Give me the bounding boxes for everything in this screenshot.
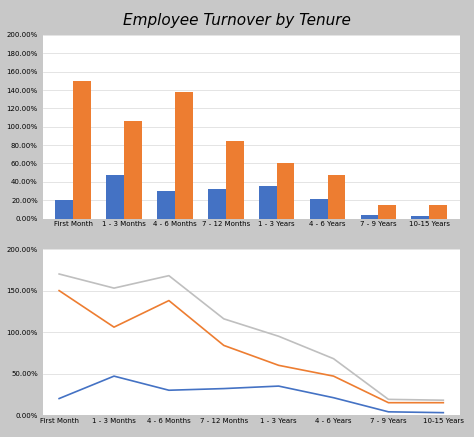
Bar [361,215,378,218]
Turnover % [440,398,446,403]
Involuntary Turnover % [440,410,446,415]
Involuntary Turnover % [276,384,282,389]
Turnover % [276,334,282,339]
Bar [378,205,396,218]
Bar [259,186,277,218]
Line: Turnover %: Turnover % [59,274,443,400]
Voluntary Turnover % [331,374,337,379]
Turnover % [111,285,117,291]
Voluntary Turnover % [56,288,62,293]
Involuntary Turnover % [56,396,62,401]
Legend: Involuntary Turnover %, Voluntary Turnover %: Involuntary Turnover %, Voluntary Turnov… [153,251,350,263]
Bar [429,205,447,218]
Turnover % [166,273,172,278]
Involuntary Turnover % [221,386,227,391]
Bar [277,163,294,218]
Bar [157,191,175,218]
Bar [226,142,244,218]
Line: Involuntary Turnover %: Involuntary Turnover % [59,376,443,413]
Bar [124,121,142,218]
Involuntary Turnover % [111,374,117,379]
Turnover % [221,316,227,322]
Text: Employee Turnover by Tenure: Employee Turnover by Tenure [123,13,351,28]
Bar [106,175,124,218]
Bar [310,199,328,218]
Turnover % [56,271,62,277]
Voluntary Turnover % [166,298,172,303]
Involuntary Turnover % [331,395,337,400]
Bar [208,189,226,218]
Bar [55,200,73,218]
Voluntary Turnover % [385,400,391,406]
Line: Voluntary Turnover %: Voluntary Turnover % [59,291,443,403]
Voluntary Turnover % [276,363,282,368]
Involuntary Turnover % [166,388,172,393]
Bar [411,216,429,218]
Turnover % [385,397,391,402]
Voluntary Turnover % [440,400,446,406]
Bar [175,92,193,218]
Involuntary Turnover % [385,409,391,414]
Voluntary Turnover % [221,343,227,348]
Voluntary Turnover % [111,325,117,330]
Bar [328,175,346,218]
Bar [73,81,91,218]
Turnover % [331,356,337,361]
